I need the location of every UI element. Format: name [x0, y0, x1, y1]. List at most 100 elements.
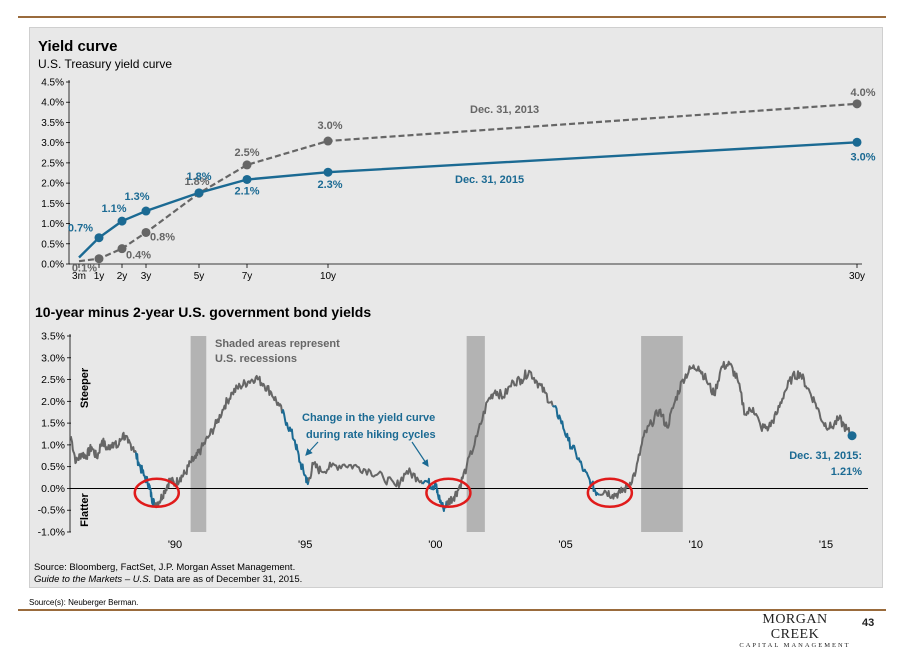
- spread-line-segment: [69, 431, 137, 465]
- recession-note-line2: U.S. recessions: [215, 353, 297, 365]
- x-tick-label: '05: [558, 539, 572, 551]
- end-label-line2: 1.21%: [831, 466, 862, 478]
- series-2013-point: [117, 244, 127, 254]
- y-tick-label: 0.5%: [41, 461, 65, 473]
- y-tick-label: 2.5%: [41, 158, 64, 169]
- y-tick-label: 3.5%: [41, 118, 64, 129]
- series-2013-value-label: 2.5%: [234, 147, 259, 159]
- steeper-label: Steeper: [79, 367, 91, 408]
- x-tick-label: '10: [689, 539, 703, 551]
- sources-date-note: Data are as of December 31, 2015.: [151, 574, 302, 585]
- sources-line2: Guide to the Markets – U.S. Data are as …: [34, 574, 302, 585]
- series-2013-point: [242, 160, 252, 170]
- series-2015-point: [194, 188, 204, 198]
- y-tick-label: 3.0%: [41, 138, 64, 149]
- spread-line-segment: [153, 374, 284, 509]
- series-2013-value-label: 4.0%: [850, 87, 875, 99]
- series-2015-point: [852, 137, 862, 147]
- recession-bar: [641, 336, 683, 532]
- spread-line-hiking-segment: [551, 404, 600, 497]
- series-2013-point: [852, 99, 862, 109]
- y-tick-label: 0.5%: [41, 239, 64, 250]
- series-2013-value-label: 0.1%: [72, 263, 97, 275]
- series-2015-value-label: 2.3%: [317, 179, 342, 191]
- top-rule: [18, 16, 886, 18]
- series-2015-line: [78, 141, 858, 259]
- x-tick-label: 10y: [320, 271, 336, 282]
- series-2013-value-label: 0.4%: [126, 250, 151, 262]
- inversion-circle: [586, 477, 634, 509]
- morgan-creek-logo: MORGAN CREEK CAPITAL MANAGEMENT: [739, 612, 851, 650]
- inversion-circles: [133, 477, 634, 509]
- series-2015-point: [141, 206, 151, 216]
- hiking-note-line2: during rate hiking cycles: [306, 429, 436, 441]
- logo-line1: MORGAN CREEK: [762, 612, 828, 642]
- x-tick-label: '15: [819, 539, 833, 551]
- y-tick-label: -1.0%: [38, 527, 65, 539]
- flatter-label: Flatter: [79, 492, 91, 526]
- footer-source: Source(s): Neuberger Berman.: [29, 598, 139, 607]
- recession-bar: [466, 336, 485, 532]
- sources-guide-title: Guide to the Markets – U.S.: [34, 574, 151, 585]
- series-2015-value-label: 2.1%: [234, 185, 259, 197]
- series-2013-value-label: 1.8%: [184, 176, 209, 188]
- series-2015-point: [94, 233, 104, 243]
- spread-line-segment: [446, 369, 554, 507]
- inversion-circle: [425, 477, 472, 509]
- y-tick-label: 1.0%: [41, 439, 65, 451]
- spread-chart-title: 10-year minus 2-year U.S. government bon…: [35, 304, 371, 320]
- y-tick-label: 4.0%: [41, 98, 64, 109]
- y-tick-label: 1.0%: [41, 219, 64, 230]
- series-2013-point: [141, 227, 151, 237]
- spread-end-point: [847, 431, 857, 441]
- yield-curve-lines: [78, 99, 862, 264]
- series-2013-value-label: 0.8%: [150, 231, 175, 243]
- bottom-rule: [18, 609, 886, 611]
- x-tick-label: '95: [298, 539, 312, 551]
- y-tick-label: 4.5%: [41, 78, 64, 89]
- y-tick-label: 0.0%: [41, 260, 64, 271]
- yield-curve-title: Yield curve: [38, 38, 117, 55]
- x-tick-label: 3m: [72, 271, 86, 282]
- series-2015-value-label: 1.1%: [101, 203, 126, 215]
- recession-bars: [190, 336, 683, 532]
- y-tick-label: 0.0%: [41, 483, 65, 495]
- x-tick-label: 30y: [849, 271, 865, 282]
- series-2015-value-label: 3.0%: [850, 151, 875, 163]
- yield-curve-subtitle: U.S. Treasury yield curve: [38, 57, 172, 71]
- series-2015-point: [117, 216, 127, 226]
- x-tick-label: '00: [428, 539, 442, 551]
- hiking-note-line1: Change in the yield curve: [302, 412, 435, 424]
- x-tick-label: 5y: [194, 271, 205, 282]
- spread-chart-axes: -1.0% -0.5% 0.0% 0.5% 1.0% 1.5% 2.0% 2.5% 3.0% 3.…: [38, 331, 868, 551]
- series-2013-point: [94, 254, 104, 264]
- y-tick-label: 2.0%: [41, 179, 64, 190]
- x-tick-label: 1y: [94, 271, 105, 282]
- y-tick-label: 2.0%: [41, 396, 65, 408]
- hiking-arrow-left: [305, 441, 319, 456]
- hiking-arrow-right: [411, 441, 429, 467]
- spread-line-hiking-segment: [281, 409, 310, 486]
- page-number: 43: [862, 617, 875, 629]
- spread-line-segment: [307, 461, 424, 489]
- recession-note-line1: Shaded areas represent: [215, 338, 340, 350]
- series-label-2015: Dec. 31, 2015: [455, 174, 524, 186]
- series-2013-line: [78, 102, 858, 263]
- x-tick-label: 3y: [141, 271, 152, 282]
- spread-line-segment: [599, 360, 853, 500]
- end-label-line1: Dec. 31, 2015:: [789, 450, 862, 462]
- series-label-2013: Dec. 31, 2013: [470, 104, 539, 116]
- series-2013-value-label: 3.0%: [317, 120, 342, 132]
- x-tick-label: 2y: [117, 271, 128, 282]
- sources-line1: Source: Bloomberg, FactSet, J.P. Morgan …: [34, 562, 295, 573]
- series-2015-value-label: 1.8%: [186, 171, 211, 183]
- logo-line2: CAPITAL MANAGEMENT: [739, 642, 851, 649]
- y-tick-label: 1.5%: [41, 418, 65, 430]
- y-tick-label: -0.5%: [38, 505, 65, 517]
- series-2015-point: [323, 167, 333, 177]
- yield-curve-point-labels: 0.1% 0.4% 0.8% 1.8% 2.5% 3.0% 4.0% 0.7% 1.1%1.3%…: [68, 87, 876, 275]
- x-tick-label: '90: [168, 539, 182, 551]
- series-2015-point: [242, 174, 252, 184]
- series-2015-value-label: 1.3%: [124, 191, 149, 203]
